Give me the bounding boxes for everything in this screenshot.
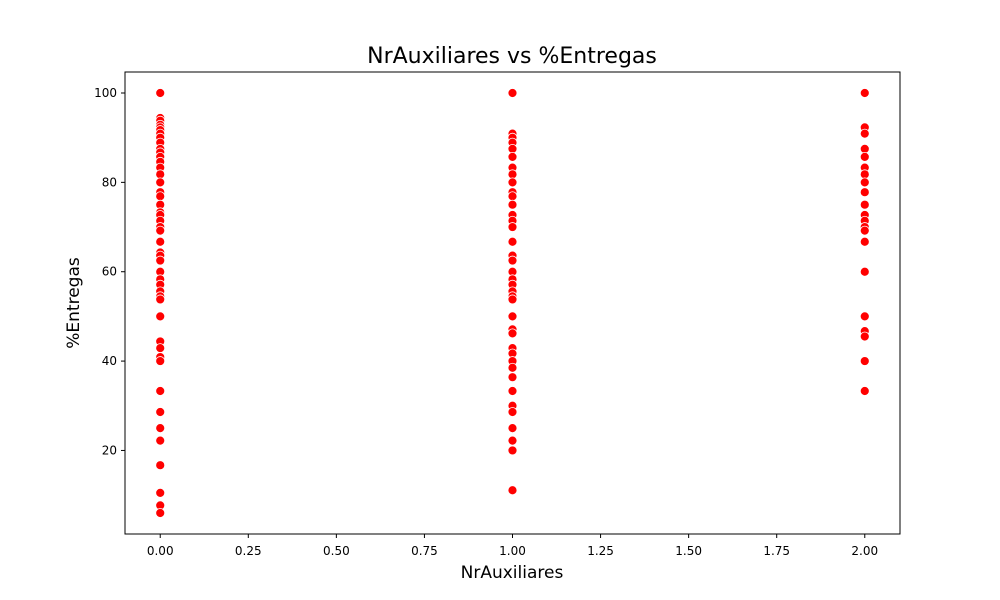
data-point [859,331,870,342]
data-point [507,199,518,210]
data-point [507,151,518,162]
x-axis-ticks: 0.00 0.25 0.50 0.75 1.00 1.25 1.50 1.75 2.00 [147,534,878,558]
plot-area-frame [124,71,901,535]
y-tick-label: 20 [102,443,117,457]
data-point [155,487,166,498]
data-point [155,88,166,98]
data-point [155,236,166,247]
data-point [155,423,166,434]
data-point [155,225,166,236]
data-point [155,191,166,202]
data-point [155,311,166,322]
data-point [507,407,518,417]
data-point [155,508,166,518]
data-point [507,372,518,383]
data-point [507,386,518,396]
x-tick-label: 2.00 [851,544,878,558]
y-tick-label: 100 [94,86,117,100]
data-point [507,236,518,247]
data-point [507,222,518,232]
data-point [155,343,166,354]
data-point [859,311,870,322]
data-point [859,199,870,210]
data-point [507,255,518,266]
data-point [859,151,870,162]
data-point [155,435,166,446]
data-point [507,191,518,202]
data-point [507,435,518,446]
data-point [507,328,518,339]
data-point [507,423,518,434]
y-tick-label: 40 [102,354,117,368]
data-point [507,311,518,322]
x-tick-label: 1.25 [587,544,614,558]
y-axis-label: %Entregas [64,257,84,349]
x-tick-label: 1.75 [763,544,790,558]
data-point [155,294,166,305]
data-point [859,225,870,236]
data-point [507,294,518,305]
data-point [155,407,166,417]
data-point [859,356,870,366]
chart-title: NrAuxiliares vs %Entregas [367,44,657,69]
data-point [155,177,166,188]
x-tick-label: 1.00 [499,544,526,558]
data-point [155,356,166,366]
data-point [507,88,518,98]
data-point [155,460,166,471]
data-point [507,362,518,373]
data-point [155,386,166,396]
y-axis-ticks: 20 40 60 80 100 [94,86,125,457]
y-tick-label: 60 [102,265,117,279]
data-point [507,177,518,188]
x-tick-label: 0.25 [235,544,262,558]
data-point [859,266,870,277]
x-axis-label: NrAuxiliares [461,563,564,583]
data-point [859,177,870,188]
x-tick-label: 0.75 [411,544,438,558]
data-points [155,88,870,518]
data-point [507,445,518,456]
data-point [859,88,870,98]
data-point [859,386,870,396]
data-point [507,485,518,496]
y-tick-label: 80 [102,175,117,189]
data-point [859,187,870,198]
data-point [859,128,870,139]
data-point [859,236,870,247]
x-tick-label: 0.00 [147,544,174,558]
x-tick-label: 1.50 [675,544,702,558]
x-tick-label: 0.50 [323,544,350,558]
data-point [155,255,166,266]
